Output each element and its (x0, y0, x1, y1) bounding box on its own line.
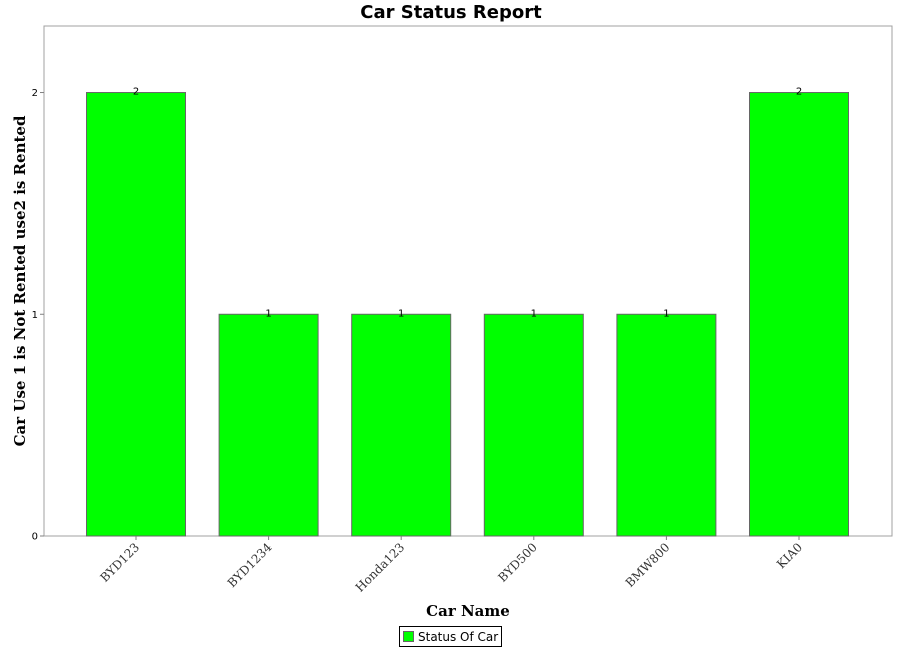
category-label: BYD123 (98, 540, 143, 585)
y-tick-label: 0 (32, 532, 38, 543)
data-label: 2 (796, 87, 802, 98)
legend-label: Status Of Car (418, 629, 499, 644)
data-label: 1 (663, 308, 669, 319)
data-label: 2 (133, 87, 139, 98)
x-axis-title: Car Name (426, 602, 510, 620)
y-axis: 0 1 2 (32, 88, 44, 543)
y-tick-label: 2 (32, 88, 38, 99)
bar (483, 313, 584, 537)
bar (218, 313, 319, 537)
chart-title: Car Status Report (360, 2, 542, 23)
bars-group: 2 1 1 1 1 2 (86, 87, 849, 537)
category-label: BYD500 (495, 540, 540, 585)
category-label: KIA0 (774, 540, 805, 571)
category-label: BMW800 (623, 540, 673, 590)
bar (749, 92, 849, 537)
legend-swatch (403, 631, 414, 642)
bar (616, 313, 717, 537)
bar (351, 313, 452, 537)
category-label: Honda123 (353, 540, 408, 595)
chart-legend: Status Of Car (399, 626, 503, 647)
y-tick-label: 1 (32, 310, 38, 321)
x-axis: BYD123 BYD1234 Honda123 BYD500 BMW800 KIA0 (98, 536, 805, 595)
category-label: BYD1234 (225, 540, 275, 590)
bar (86, 92, 186, 537)
data-label: 1 (531, 308, 537, 319)
data-label: 1 (265, 308, 271, 319)
data-label: 1 (398, 308, 404, 319)
y-axis-title: Car Use 1 is Not Rented use2 is Rented (11, 115, 29, 446)
